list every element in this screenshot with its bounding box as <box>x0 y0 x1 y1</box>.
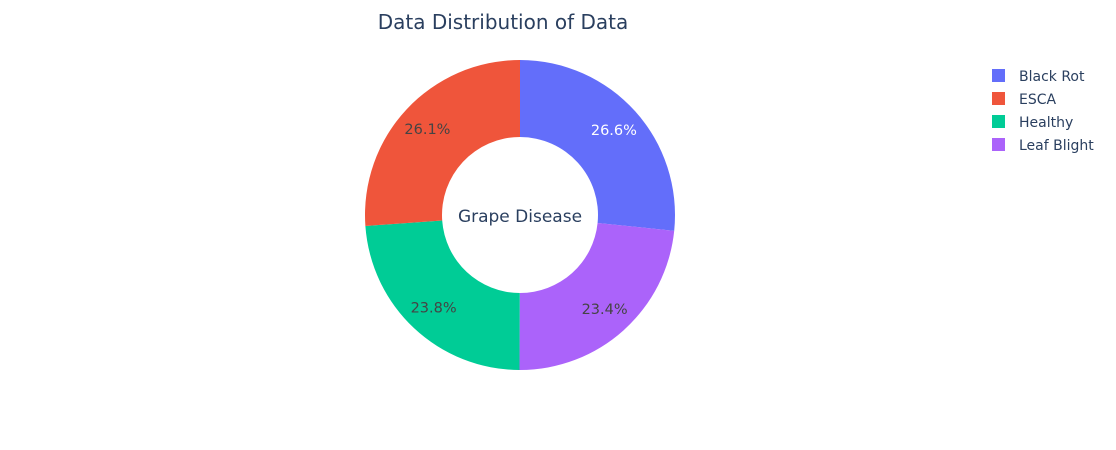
legend: Black Rot ESCA Healthy Leaf Blight <box>992 69 1094 154</box>
slice-label-black-rot: 26.6% <box>591 123 637 139</box>
legend-item-leaf-blight[interactable]: Leaf Blight <box>992 138 1094 154</box>
slice-esca[interactable] <box>365 60 520 226</box>
slice-labels: 26.6% 23.4% 23.8% 26.1% <box>404 122 637 318</box>
slice-black-rot[interactable] <box>520 60 675 231</box>
legend-item-esca[interactable]: ESCA <box>992 92 1057 108</box>
legend-label-black-rot: Black Rot <box>1019 69 1085 85</box>
legend-swatch-leaf-blight <box>992 138 1005 151</box>
slice-healthy[interactable] <box>365 220 520 370</box>
slice-leaf-blight[interactable] <box>519 222 675 370</box>
legend-label-healthy: Healthy <box>1019 115 1073 131</box>
legend-item-black-rot[interactable]: Black Rot <box>992 69 1085 85</box>
donut-center-label: Grape Disease <box>458 207 582 227</box>
legend-swatch-healthy <box>992 115 1005 128</box>
chart-title: Data Distribution of Data <box>378 10 629 34</box>
legend-item-healthy[interactable]: Healthy <box>992 115 1073 131</box>
donut-slices <box>365 60 675 370</box>
legend-swatch-esca <box>992 92 1005 105</box>
legend-swatch-black-rot <box>992 69 1005 82</box>
slice-label-leaf-blight: 23.4% <box>582 302 628 318</box>
legend-label-esca: ESCA <box>1019 92 1057 108</box>
slice-label-healthy: 23.8% <box>411 300 457 316</box>
legend-label-leaf-blight: Leaf Blight <box>1019 138 1094 154</box>
slice-label-esca: 26.1% <box>404 122 450 138</box>
